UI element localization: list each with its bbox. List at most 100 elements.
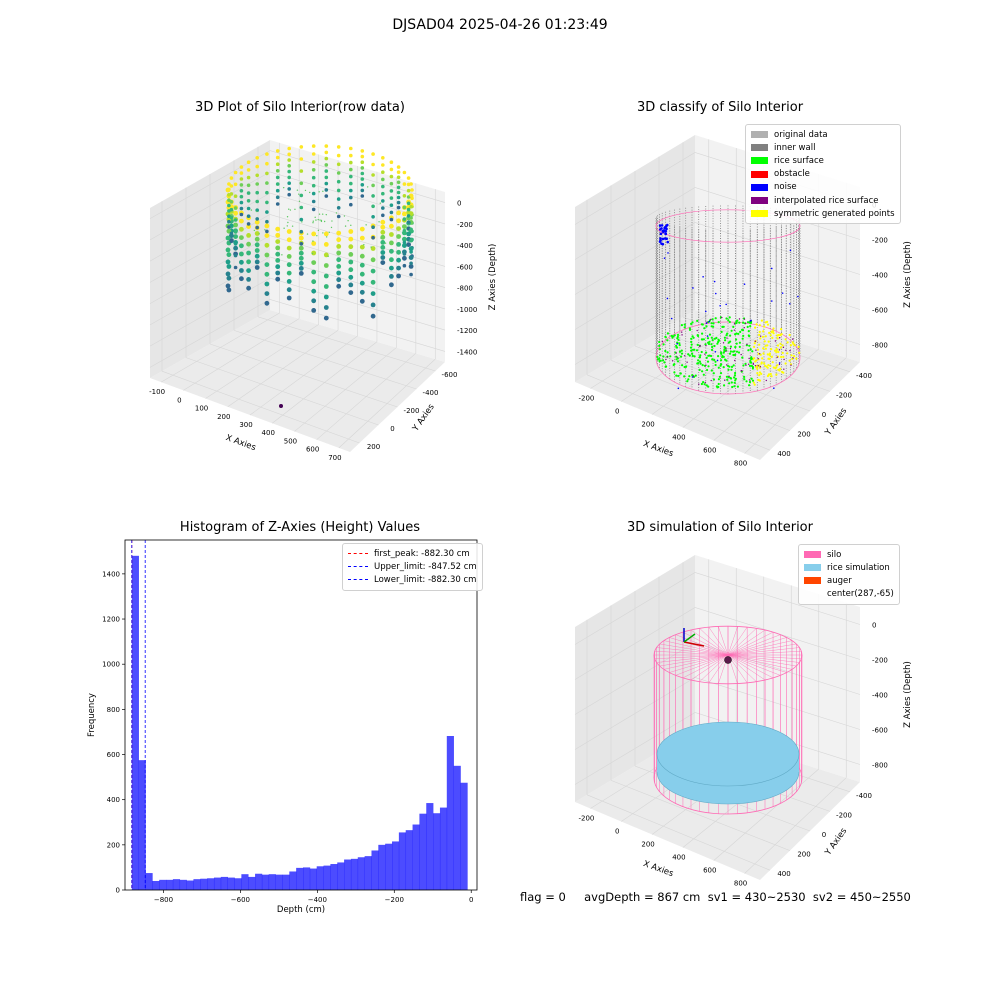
rice-point — [723, 336, 726, 339]
histogram-bar — [426, 803, 434, 890]
histogram-bar — [350, 858, 359, 890]
noise-point — [691, 376, 694, 378]
legend-swatch — [751, 197, 768, 205]
histogram-bar — [261, 874, 270, 890]
silo-roof-wire — [727, 629, 766, 656]
data-point — [286, 254, 292, 259]
rice-point — [769, 334, 772, 337]
rice-point — [673, 334, 676, 337]
rice-point — [726, 364, 730, 367]
data-point — [336, 197, 341, 201]
data-point — [225, 247, 231, 253]
rice-point — [753, 345, 756, 348]
rice-point — [677, 374, 680, 378]
rice-point — [710, 322, 713, 325]
rice-point — [758, 330, 761, 333]
z-axis-label: Z Axies (Depth) — [903, 661, 913, 728]
rice-point — [658, 348, 661, 351]
data-point — [389, 274, 394, 279]
data-point — [265, 210, 269, 214]
rice-point — [745, 380, 748, 383]
data-point — [298, 255, 304, 261]
data-point — [298, 271, 304, 276]
rice-point — [747, 349, 750, 352]
x-tick-label: 600 — [703, 867, 716, 875]
interp-point — [734, 359, 736, 362]
data-point — [299, 229, 304, 234]
silo-roof-wire — [727, 631, 774, 656]
interp-point — [704, 353, 706, 355]
data-point — [360, 194, 365, 198]
rice-point — [673, 371, 676, 374]
rice-point — [696, 362, 700, 365]
rice-point — [707, 354, 710, 357]
rice-point — [773, 349, 777, 352]
histogram-bar — [309, 868, 317, 890]
data-point — [258, 233, 260, 235]
rice-point — [712, 372, 715, 375]
histogram-bar — [282, 874, 290, 890]
data-point — [226, 264, 232, 269]
legend-entry: noise — [751, 181, 895, 194]
data-point — [330, 226, 333, 229]
silo-roof-wire — [727, 640, 793, 656]
rice-point — [730, 377, 733, 380]
data-point — [389, 217, 394, 222]
data-point — [381, 184, 385, 189]
interp-point — [728, 375, 730, 377]
rice-point — [666, 351, 669, 354]
rice-point — [760, 319, 763, 322]
rice-point — [710, 348, 714, 351]
rice-point — [675, 374, 678, 377]
data-point — [275, 270, 281, 276]
rice-point — [733, 350, 736, 353]
data-point — [348, 252, 354, 257]
z-axis-label: Z Axies (Depth) — [903, 241, 913, 308]
legend-swatch — [804, 564, 821, 572]
rice-point — [748, 344, 751, 347]
data-point — [323, 231, 329, 237]
rice-point — [747, 330, 750, 333]
interp-point — [725, 350, 727, 352]
grid-line — [574, 642, 861, 715]
data-point — [308, 191, 311, 194]
x-tick-label: −800 — [154, 896, 173, 904]
rice-point — [670, 334, 673, 337]
rice-point — [731, 385, 734, 389]
rice-point — [730, 381, 733, 384]
data-point — [275, 264, 281, 270]
rice-point — [725, 375, 728, 378]
data-point — [349, 174, 353, 179]
interp-point — [738, 318, 741, 320]
rice-point — [776, 337, 779, 340]
rice-point — [712, 322, 715, 325]
silo-roof-wire — [727, 651, 802, 656]
data-point — [233, 241, 238, 246]
rice-point — [680, 349, 683, 352]
data-point — [335, 212, 338, 214]
silo-roof-wire — [727, 643, 797, 656]
data-point — [402, 217, 407, 221]
silo-roof-wire — [654, 654, 729, 659]
data-point — [233, 210, 239, 216]
rice-point — [782, 371, 785, 374]
data-point — [311, 231, 317, 237]
data-point — [239, 218, 244, 224]
interp-point — [757, 357, 759, 360]
x-tick-label: 200 — [641, 841, 654, 849]
silo-roof-wire — [727, 654, 766, 681]
interp-point — [710, 318, 712, 321]
rice-point — [724, 358, 727, 361]
rice-point — [722, 366, 725, 369]
rice-point — [664, 335, 667, 338]
rice-point — [662, 359, 665, 362]
rice-point — [763, 325, 766, 328]
rice-point — [720, 359, 723, 362]
data-point — [311, 144, 316, 148]
interp-point — [698, 383, 700, 385]
rice-point — [766, 374, 769, 378]
data-point — [348, 236, 354, 242]
data-point — [315, 219, 317, 221]
rice-point — [680, 324, 683, 327]
rice-point — [769, 372, 772, 376]
